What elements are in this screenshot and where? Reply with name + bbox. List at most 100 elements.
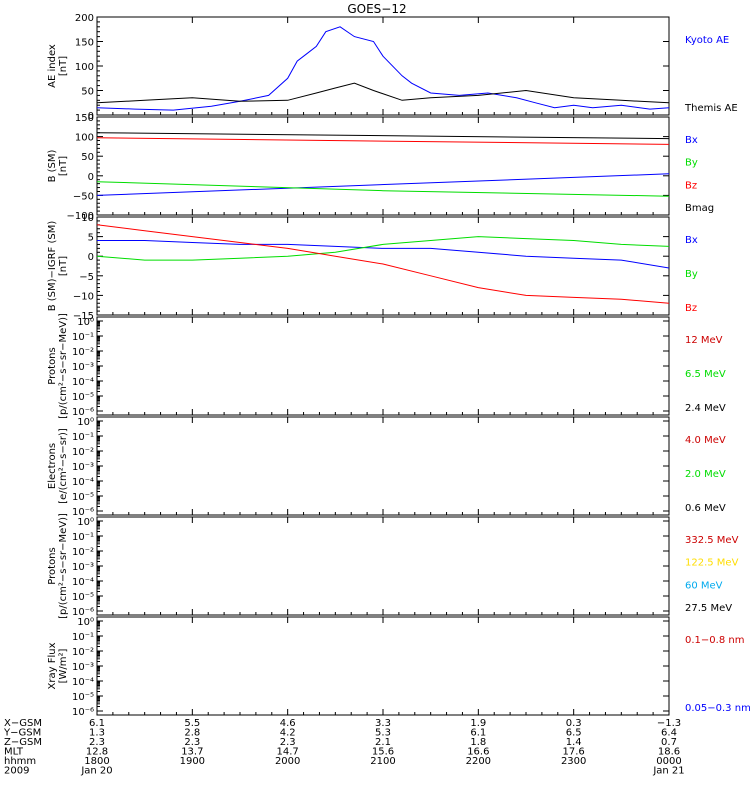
panel-ae: 0 50 100 150 200 AE index [nT] Kyoto AE Themis A… xyxy=(47,13,738,122)
y-axis-unit: [p/(cm²−s−sr−MeV)] xyxy=(58,513,69,619)
x-axis-value: 1.3 xyxy=(89,728,105,739)
y-axis-unit: [e/(cm²−s−sr)] xyxy=(58,428,69,504)
panel-frame xyxy=(96,216,670,316)
y-tick-label: −10 xyxy=(73,291,94,302)
y-tick-label: 200 xyxy=(75,13,94,24)
y-tick-label: 10⁻⁴ xyxy=(72,377,94,388)
x-axis-value: 0.3 xyxy=(566,718,582,729)
legend-entry: 0.6 MeV xyxy=(685,503,726,514)
y-tick-label: 0 xyxy=(88,172,94,183)
legend-entry: 12 MeV xyxy=(685,335,723,346)
panel-xray: 10⁰ 10⁻¹ 10⁻² 10⁻³ 10⁻⁴ 10⁻⁵ 10⁻⁶ Xray Flux [W/m… xyxy=(47,616,750,718)
panel-frame xyxy=(96,16,670,116)
panel-protons_high: 10⁰ 10⁻¹ 10⁻² 10⁻³ 10⁻⁴ 10⁻⁵ 10⁻⁶ Protons [p/(cm… xyxy=(47,513,739,619)
x-axis-row-label: 2009 xyxy=(4,766,29,777)
y-axis-label: Xray Flux xyxy=(47,642,58,689)
y-tick-label: −50 xyxy=(73,191,94,202)
series-line-by xyxy=(96,181,670,197)
panel-frame xyxy=(96,516,670,616)
y-tick-label: 50 xyxy=(81,87,94,98)
y-axis-unit: [nT] xyxy=(58,256,69,276)
y-axis-unit: [nT] xyxy=(58,156,69,176)
y-axis-unit: [nT] xyxy=(58,56,69,76)
plot-title: GOES−12 xyxy=(347,2,406,16)
y-tick-label: 10⁻⁵ xyxy=(72,492,94,503)
y-tick-label: −5 xyxy=(79,272,94,283)
x-axis-row-label: hhmm xyxy=(4,756,36,767)
legend-entry: By xyxy=(685,158,698,169)
y-tick-label: 10⁻¹ xyxy=(72,632,94,643)
legend-entry: Bx xyxy=(685,235,698,246)
x-axis-value: 0000 xyxy=(656,756,681,767)
y-tick-label: 50 xyxy=(81,152,94,163)
x-axis-value: 2.3 xyxy=(89,737,105,748)
legend-entry: Bz xyxy=(685,180,697,191)
panel-frame xyxy=(96,416,670,516)
x-axis-value: 2100 xyxy=(370,756,395,767)
y-tick-label: 10⁻¹ xyxy=(72,532,94,543)
y-tick-label: 10⁻¹ xyxy=(72,332,94,343)
y-tick-label: 5 xyxy=(88,233,94,244)
x-axis-value: 1.9 xyxy=(470,718,486,729)
y-tick-label: 10⁻⁶ xyxy=(72,407,94,418)
legend-entry: 60 MeV xyxy=(685,580,723,591)
x-axis-value: 2000 xyxy=(275,756,300,767)
y-tick-label: −100 xyxy=(67,211,94,222)
x-axis-value: 4.6 xyxy=(280,718,296,729)
x-axis-value: 17.6 xyxy=(563,747,585,758)
legend-entry: Themis AE xyxy=(684,103,738,114)
x-axis-value: 1800 xyxy=(84,756,109,767)
series-line-bx xyxy=(96,173,670,196)
legend-entry: 2.4 MeV xyxy=(685,403,726,414)
x-axis-value: 6.4 xyxy=(661,728,677,739)
x-axis-value: 5.5 xyxy=(184,718,200,729)
x-axis-value: 15.6 xyxy=(372,747,394,758)
x-axis-value: 5.3 xyxy=(375,728,391,739)
x-axis-row-label: Y−GSM xyxy=(3,728,41,739)
y-tick-label: 10⁰ xyxy=(77,617,94,628)
y-tick-label: 10 xyxy=(81,213,94,224)
y-tick-label: 10⁻² xyxy=(72,647,94,658)
legend-entry: 0.1−0.8 nm xyxy=(685,635,744,646)
x-axis-value: 12.8 xyxy=(86,747,108,758)
y-tick-label: 150 xyxy=(75,113,94,124)
series-line-bz xyxy=(96,224,670,304)
y-axis-label: B (SM)−IGRF (SM) xyxy=(47,221,58,312)
y-axis-label: Protons xyxy=(47,547,58,584)
y-tick-label: 10⁻³ xyxy=(72,562,94,573)
y-tick-label: 10⁻⁶ xyxy=(72,707,94,718)
legend-entry: Bz xyxy=(685,303,697,314)
x-axis-value: 2.1 xyxy=(375,737,391,748)
x-axis-value: 6.1 xyxy=(89,718,105,729)
panel-frame xyxy=(96,616,670,716)
y-tick-label: 10⁻⁶ xyxy=(72,607,94,618)
y-tick-label: 100 xyxy=(75,62,94,73)
y-tick-label: 10⁻² xyxy=(72,347,94,358)
y-axis-label: B (SM) xyxy=(47,149,58,182)
x-axis-value: 0.7 xyxy=(661,737,677,748)
y-tick-label: 10⁻¹ xyxy=(72,432,94,443)
y-tick-label: 10⁰ xyxy=(77,317,94,328)
y-tick-label: 10⁰ xyxy=(77,417,94,428)
series-line-bx xyxy=(97,240,670,269)
x-axis-row-label: MLT xyxy=(4,747,24,758)
panel-frame xyxy=(96,316,670,416)
panel-b_minus_igrf: −15 −10 −5 0 5 10 B (SM)−IGRF (SM) [nT] Bx By Bz xyxy=(47,213,698,322)
legend-entry: 122.5 MeV xyxy=(685,558,739,569)
x-axis-value: Jan 21 xyxy=(652,766,684,777)
y-tick-label: 10⁻³ xyxy=(72,362,94,373)
y-axis-unit: [p/(cm²−s−sr−MeV)] xyxy=(58,313,69,419)
legend-entry: 6.5 MeV xyxy=(685,369,726,380)
y-tick-label: 10⁻² xyxy=(72,447,94,458)
y-tick-label: 0 xyxy=(88,252,94,263)
y-tick-label: 0 xyxy=(88,111,94,122)
y-axis-unit: [W/m²] xyxy=(58,648,69,683)
x-axis-value: 2300 xyxy=(561,756,586,767)
x-axis-value: 1.4 xyxy=(566,737,582,748)
y-tick-label: 10⁻² xyxy=(72,547,94,558)
y-tick-label: 10⁻⁴ xyxy=(72,577,94,588)
series-line-bz xyxy=(96,137,670,145)
x-axis-value: 16.6 xyxy=(467,747,489,758)
